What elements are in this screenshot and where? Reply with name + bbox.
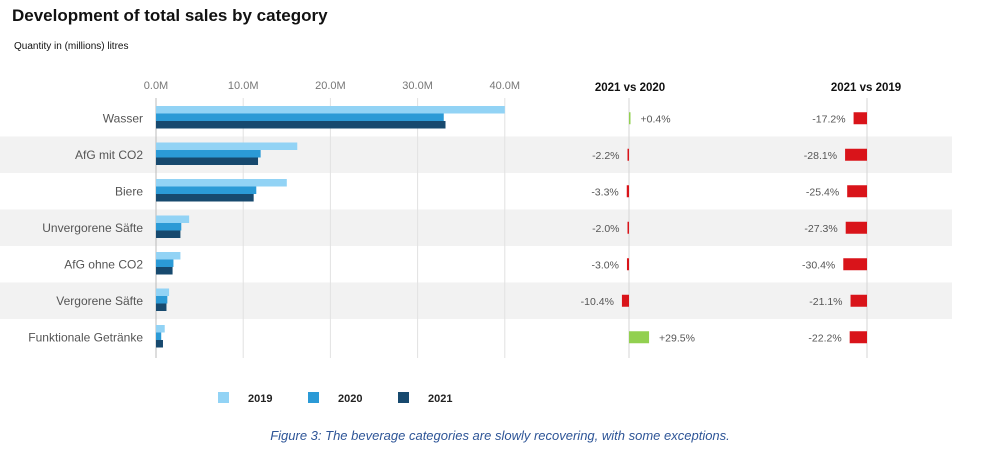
bar-2019-biere [156,179,287,187]
comparison-label: -17.2% [812,113,845,125]
chart-title: Development of total sales by category [12,6,328,25]
bar-2019-wasser [156,106,505,114]
bar-2019-unvergorene-s-fte [156,215,190,223]
comparison-label: +0.4% [641,113,671,125]
legend-swatch-2021 [398,392,409,403]
category-label-unvergorene-s-fte: Unvergorene Säfte [42,221,143,235]
comparison-label: -2.0% [592,223,619,235]
bar-2020-biere [156,186,257,194]
legend-swatch-2020 [308,392,319,403]
legend-label-2020: 2020 [338,393,362,405]
comparison-label: -10.4% [581,296,614,308]
category-label-funktionale-getr-nke: Funktionale Getränke [28,330,143,344]
comparison-bar-2-afg-mit-co2 [845,148,867,161]
category-label-wasser: Wasser [103,111,143,125]
comparison-bar-1-biere [626,185,629,198]
bar-2019-afg-mit-co2 [156,142,298,150]
comparison-label: +29.5% [659,332,695,344]
sales-chart: 0.0M 10.0M 20.0M 30.0M 40.0M Wasser AfG mit CO… [0,80,952,405]
comparison-bar-1-vergorene-s-fte [621,294,629,307]
legend-label-2021: 2021 [428,393,452,405]
comparison-label: -22.2% [808,332,841,344]
comparison-label: -30.4% [802,259,835,271]
category-label-vergorene-s-fte: Vergorene Säfte [56,294,143,308]
comparison-label: -3.0% [592,259,619,271]
comparison-label: -3.3% [591,186,618,198]
comparison-label: -27.3% [804,223,837,235]
comparison-bar-2-biere [847,185,867,198]
comparison-header-1: 2021 vs 2020 [595,82,665,94]
legend-label-2019: 2019 [248,393,272,405]
bar-2020-vergorene-s-fte [156,296,168,304]
comparison-bar-1-afg-ohne-co2 [626,258,629,271]
comparison-label: -2.2% [592,150,619,162]
bar-2020-unvergorene-s-fte [156,223,182,231]
bar-2021-funktionale-getr-nke [156,340,163,348]
bar-2019-vergorene-s-fte [156,288,170,296]
comparison-bar-1-funktionale-getr-nke [629,331,650,344]
bar-2021-wasser [156,121,446,129]
category-label-afg-ohne-co2: AfG ohne CO2 [64,257,143,271]
bar-2020-wasser [156,113,444,121]
bar-2021-afg-ohne-co2 [156,267,173,275]
comparison-bar-1-wasser [629,112,631,125]
comparison-bar-1-unvergorene-s-fte [627,221,629,234]
bar-2019-afg-ohne-co2 [156,252,181,260]
comparison-bar-2-funktionale-getr-nke [849,331,867,344]
chart-subtitle: Quantity in (millions) litres [14,41,129,52]
comparison-header-2: 2021 vs 2019 [831,82,901,94]
bar-2019-funktionale-getr-nke [156,325,165,333]
category-label-biere: Biere [115,184,143,198]
x-tick-label: 10.0M [228,80,259,92]
comparison-label: -21.1% [809,296,842,308]
x-tick-label: 0.0M [144,80,168,92]
category-label-afg-mit-co2: AfG mit CO2 [75,148,143,162]
bar-2020-afg-mit-co2 [156,150,261,158]
bar-2021-afg-mit-co2 [156,157,259,165]
bar-2020-afg-ohne-co2 [156,259,174,267]
comparison-label: -25.4% [806,186,839,198]
figure-caption: Figure 3: The beverage categories are sl… [270,428,730,443]
comparison-bar-2-vergorene-s-fte [850,294,867,307]
bar-2020-funktionale-getr-nke [156,332,162,340]
x-tick-label: 40.0M [490,80,521,92]
comparison-bar-2-wasser [853,112,867,125]
x-tick-label: 30.0M [402,80,433,92]
bar-2021-unvergorene-s-fte [156,230,181,238]
legend-swatch-2019 [218,392,229,403]
bar-2021-vergorene-s-fte [156,303,167,311]
x-tick-label: 20.0M [315,80,346,92]
comparison-bar-2-unvergorene-s-fte [845,221,867,234]
bar-2021-biere [156,194,254,202]
comparison-bar-1-afg-mit-co2 [627,148,629,161]
comparison-label: -28.1% [804,150,837,162]
comparison-bar-2-afg-ohne-co2 [843,258,867,271]
